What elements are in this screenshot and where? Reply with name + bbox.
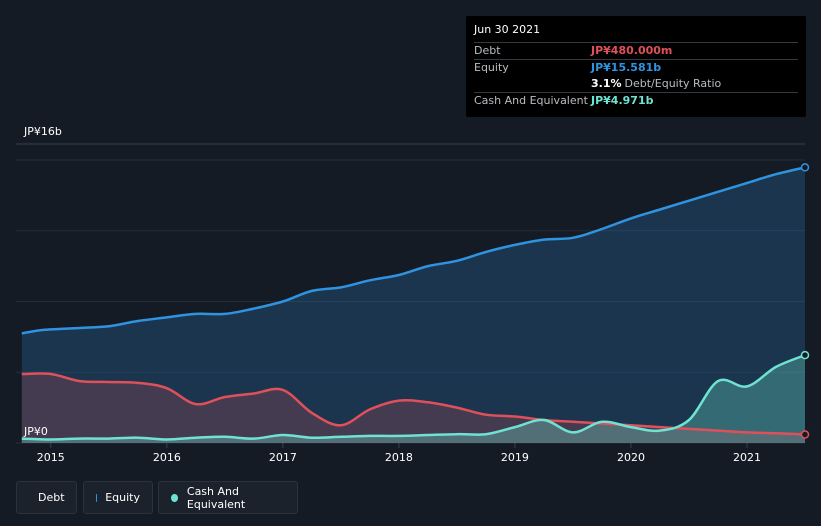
data-tooltip: Jun 30 2021 Debt JP¥480.000m Equity JP¥1…	[466, 16, 806, 117]
x-tick-label-2016: 2016	[153, 451, 181, 464]
tooltip-ratio-value: 3.1%	[591, 77, 622, 90]
area-cash-and-equivalent	[21, 355, 806, 443]
chart-endpoints	[800, 163, 810, 439]
legend-debt-button[interactable]: Debt	[16, 481, 77, 514]
y-axis-top-label: JP¥16b	[23, 125, 62, 138]
legend-cash-label: Cash And Equivalent	[186, 484, 246, 511]
x-tick-label-2015: 2015	[37, 451, 65, 464]
tooltip-row-ratio: 3.1% Debt/Equity Ratio	[474, 76, 798, 92]
tooltip-equity-value: JP¥15.581b	[591, 61, 662, 74]
tooltip-cash-label: Cash And Equivalent	[474, 94, 588, 107]
x-axis-ticks: 2015 2016 2017 2018 2019 2020 2021	[37, 443, 761, 464]
x-tick-label-2018: 2018	[385, 451, 413, 464]
legend-equity-label: Equity	[105, 491, 140, 504]
tooltip-ratio-label: Debt/Equity Ratio	[624, 77, 722, 90]
legend-cash-button[interactable]: Cash And Equivalent	[158, 481, 298, 514]
chart-areas	[21, 167, 806, 443]
legend-debt-label: Debt	[38, 491, 65, 504]
chart-lines	[21, 166, 806, 441]
area-equity	[21, 167, 806, 443]
endpoint-cash-and-equivalent	[800, 350, 810, 360]
y-axis-bottom-label: JP¥0	[23, 425, 48, 438]
legend-equity-button[interactable]: Equity	[83, 481, 153, 514]
chart-gridlines	[16, 143, 805, 444]
tooltip-row-equity: Equity JP¥15.581b	[474, 59, 798, 76]
tooltip-row-cash: Cash And Equivalent JP¥4.971b	[474, 92, 798, 109]
line-cash-and-equivalent	[21, 353, 806, 441]
x-tick-label-2021: 2021	[733, 451, 761, 464]
legend-cash-dot-icon	[171, 493, 178, 502]
x-tick-label-2019: 2019	[501, 451, 529, 464]
endpoint-debt	[800, 430, 810, 439]
tooltip-debt-label: Debt	[474, 44, 501, 57]
tooltip-row-debt: Debt JP¥480.000m	[474, 42, 798, 59]
tooltip-cash-value: JP¥4.971b	[591, 94, 654, 107]
line-equity	[21, 166, 806, 335]
tooltip-debt-value: JP¥480.000m	[591, 44, 673, 57]
area-debt	[21, 373, 806, 443]
endpoint-equity	[800, 163, 810, 172]
x-tick-label-2020: 2020	[617, 451, 645, 464]
x-tick-label-2017: 2017	[269, 451, 297, 464]
tooltip-equity-label: Equity	[474, 61, 509, 74]
tooltip-date: Jun 30 2021	[474, 23, 541, 36]
